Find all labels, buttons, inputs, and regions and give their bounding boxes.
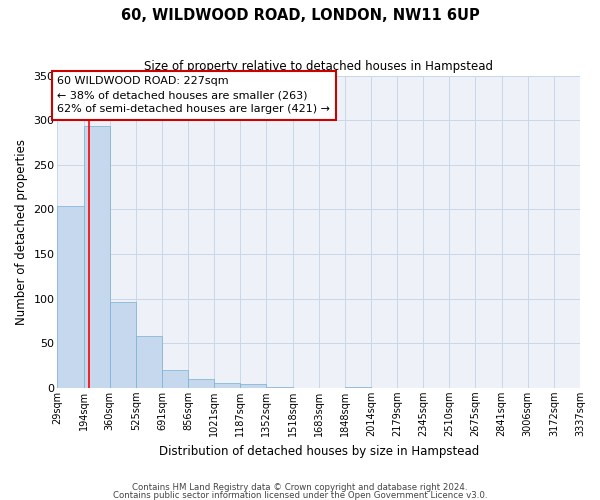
Text: Contains public sector information licensed under the Open Government Licence v3: Contains public sector information licen… xyxy=(113,490,487,500)
Bar xyxy=(241,384,266,388)
Bar xyxy=(58,206,83,388)
Bar xyxy=(136,336,162,388)
Bar xyxy=(83,126,110,388)
Title: Size of property relative to detached houses in Hampstead: Size of property relative to detached ho… xyxy=(144,60,493,73)
Text: Contains HM Land Registry data © Crown copyright and database right 2024.: Contains HM Land Registry data © Crown c… xyxy=(132,484,468,492)
Bar xyxy=(162,370,188,388)
Bar xyxy=(345,387,371,388)
Text: 60 WILDWOOD ROAD: 227sqm
← 38% of detached houses are smaller (263)
62% of semi-: 60 WILDWOOD ROAD: 227sqm ← 38% of detach… xyxy=(58,76,331,114)
Bar xyxy=(110,302,136,388)
Bar xyxy=(214,384,241,388)
Text: 60, WILDWOOD ROAD, LONDON, NW11 6UP: 60, WILDWOOD ROAD, LONDON, NW11 6UP xyxy=(121,8,479,22)
X-axis label: Distribution of detached houses by size in Hampstead: Distribution of detached houses by size … xyxy=(158,444,479,458)
Y-axis label: Number of detached properties: Number of detached properties xyxy=(15,138,28,324)
Bar xyxy=(188,379,214,388)
Bar xyxy=(266,387,293,388)
